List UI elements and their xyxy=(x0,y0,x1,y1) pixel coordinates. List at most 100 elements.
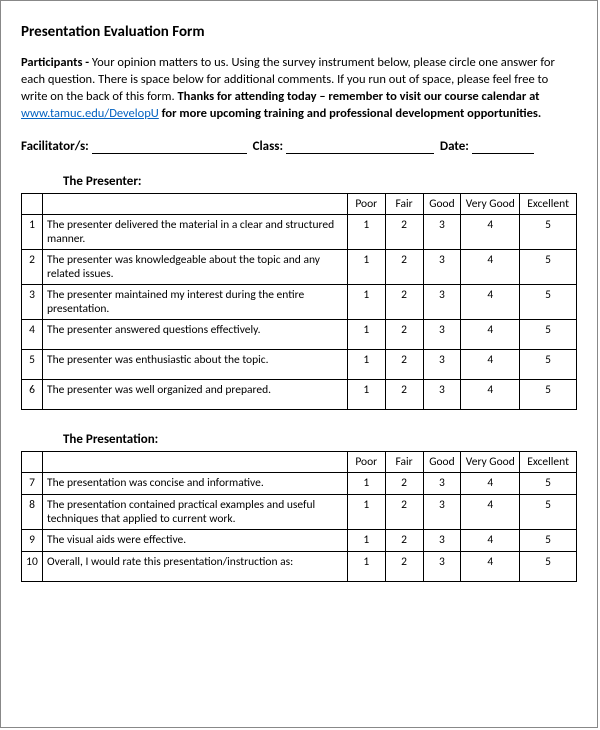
page-container: Presentation Evaluation Form Participant… xyxy=(0,0,598,728)
row-question: The presenter maintained my interest dur… xyxy=(43,284,348,319)
develop-u-link[interactable]: www.tamuc.edu/DevelopU xyxy=(21,106,159,121)
row-num: 5 xyxy=(22,349,43,379)
rating-cell[interactable]: 1 xyxy=(347,494,385,529)
table-header-row: Poor Fair Good Very Good Excellent xyxy=(22,193,577,214)
header-blank-q xyxy=(43,193,348,214)
rating-cell[interactable]: 4 xyxy=(461,349,520,379)
row-num: 6 xyxy=(22,379,43,409)
rating-cell[interactable]: 1 xyxy=(347,472,385,494)
row-num: 1 xyxy=(22,214,43,249)
rating-cell[interactable]: 3 xyxy=(423,529,461,551)
header-poor: Poor xyxy=(347,193,385,214)
rating-cell[interactable]: 2 xyxy=(385,472,423,494)
row-question: The presentation contained practical exa… xyxy=(43,494,348,529)
rating-cell[interactable]: 2 xyxy=(385,551,423,581)
header-good: Good xyxy=(423,451,461,472)
header-fair: Fair xyxy=(385,193,423,214)
rating-cell[interactable]: 5 xyxy=(520,494,577,529)
header-fair: Fair xyxy=(385,451,423,472)
rating-cell[interactable]: 5 xyxy=(520,284,577,319)
rating-cell[interactable]: 2 xyxy=(385,379,423,409)
section-presenter-title: The Presenter: xyxy=(63,174,577,189)
row-num: 7 xyxy=(22,472,43,494)
row-num: 10 xyxy=(22,551,43,581)
table-row: 3 The presenter maintained my interest d… xyxy=(22,284,577,319)
rating-cell[interactable]: 1 xyxy=(347,319,385,349)
row-question: The presenter delivered the material in … xyxy=(43,214,348,249)
rating-cell[interactable]: 4 xyxy=(461,214,520,249)
rating-cell[interactable]: 1 xyxy=(347,249,385,284)
table-row: 2 The presenter was knowledgeable about … xyxy=(22,249,577,284)
facilitator-label: Facilitator/s: xyxy=(21,139,89,154)
rating-cell[interactable]: 3 xyxy=(423,551,461,581)
rating-cell[interactable]: 4 xyxy=(461,551,520,581)
header-blank-num xyxy=(22,193,43,214)
rating-cell[interactable]: 3 xyxy=(423,494,461,529)
row-num: 4 xyxy=(22,319,43,349)
header-good: Good xyxy=(423,193,461,214)
rating-cell[interactable]: 2 xyxy=(385,284,423,319)
rating-cell[interactable]: 5 xyxy=(520,379,577,409)
rating-cell[interactable]: 3 xyxy=(423,214,461,249)
header-blank-q xyxy=(43,451,348,472)
class-label: Class: xyxy=(253,139,283,154)
rating-cell[interactable]: 5 xyxy=(520,214,577,249)
facilitator-input[interactable] xyxy=(92,141,247,154)
rating-cell[interactable]: 5 xyxy=(520,472,577,494)
rating-cell[interactable]: 4 xyxy=(461,529,520,551)
rating-cell[interactable]: 2 xyxy=(385,529,423,551)
rating-cell[interactable]: 1 xyxy=(347,529,385,551)
rating-cell[interactable]: 4 xyxy=(461,494,520,529)
table-row: 5 The presenter was enthusiastic about t… xyxy=(22,349,577,379)
rating-cell[interactable]: 4 xyxy=(461,284,520,319)
presenter-table: Poor Fair Good Very Good Excellent 1 The… xyxy=(21,193,577,410)
table-row: 7 The presentation was concise and infor… xyxy=(22,472,577,494)
table-row: 10 Overall, I would rate this presentati… xyxy=(22,551,577,581)
rating-cell[interactable]: 5 xyxy=(520,319,577,349)
rating-cell[interactable]: 5 xyxy=(520,529,577,551)
rating-cell[interactable]: 1 xyxy=(347,349,385,379)
header-fields: Facilitator/s: Class: Date: xyxy=(21,139,577,154)
row-num: 3 xyxy=(22,284,43,319)
rating-cell[interactable]: 2 xyxy=(385,319,423,349)
rating-cell[interactable]: 2 xyxy=(385,214,423,249)
rating-cell[interactable]: 3 xyxy=(423,249,461,284)
rating-cell[interactable]: 1 xyxy=(347,214,385,249)
rating-cell[interactable]: 4 xyxy=(461,249,520,284)
rating-cell[interactable]: 5 xyxy=(520,249,577,284)
table-row: 9 The visual aids were effective. 1 2 3 … xyxy=(22,529,577,551)
rating-cell[interactable]: 5 xyxy=(520,349,577,379)
rating-cell[interactable]: 2 xyxy=(385,249,423,284)
rating-cell[interactable]: 3 xyxy=(423,319,461,349)
row-num: 2 xyxy=(22,249,43,284)
intro-bold-2: for more upcoming training and professio… xyxy=(159,106,541,121)
rating-cell[interactable]: 2 xyxy=(385,494,423,529)
rating-cell[interactable]: 3 xyxy=(423,472,461,494)
rating-cell[interactable]: 4 xyxy=(461,472,520,494)
rating-cell[interactable]: 4 xyxy=(461,379,520,409)
row-question: The presenter answered questions effecti… xyxy=(43,319,348,349)
header-verygood: Very Good xyxy=(461,451,520,472)
rating-cell[interactable]: 3 xyxy=(423,379,461,409)
rating-cell[interactable]: 1 xyxy=(347,379,385,409)
rating-cell[interactable]: 1 xyxy=(347,551,385,581)
intro-lead: Participants - xyxy=(21,55,92,70)
class-input[interactable] xyxy=(286,141,434,154)
row-question: Overall, I would rate this presentation/… xyxy=(43,551,348,581)
rating-cell[interactable]: 3 xyxy=(423,349,461,379)
rating-cell[interactable]: 3 xyxy=(423,284,461,319)
rating-cell[interactable]: 1 xyxy=(347,284,385,319)
rating-cell[interactable]: 4 xyxy=(461,319,520,349)
rating-cell[interactable]: 5 xyxy=(520,551,577,581)
rating-cell[interactable]: 2 xyxy=(385,349,423,379)
section-presentation-title: The Presentation: xyxy=(63,432,577,447)
row-question: The presenter was well organized and pre… xyxy=(43,379,348,409)
row-question: The presenter was knowledgeable about th… xyxy=(43,249,348,284)
row-num: 8 xyxy=(22,494,43,529)
table-row: 6 The presenter was well organized and p… xyxy=(22,379,577,409)
date-input[interactable] xyxy=(472,141,534,154)
row-question: The presenter was enthusiastic about the… xyxy=(43,349,348,379)
intro-bold-1: Thanks for attending today – remember to… xyxy=(177,89,539,104)
row-num: 9 xyxy=(22,529,43,551)
intro-paragraph: Participants - Your opinion matters to u… xyxy=(21,55,577,123)
